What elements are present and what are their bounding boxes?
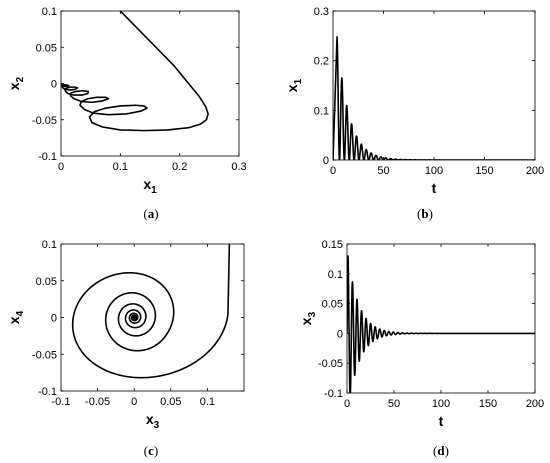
x-tick-label: 100 bbox=[425, 165, 443, 177]
y-tick-label: 0.2 bbox=[314, 56, 329, 68]
panel-caption: (c) bbox=[144, 443, 158, 458]
y-tick-label: -0.1 bbox=[324, 388, 343, 400]
x-tick-label: 0.1 bbox=[113, 161, 128, 173]
x-tick-label: 0 bbox=[330, 165, 336, 177]
series-line bbox=[71, 244, 231, 379]
x-tick-label: 50 bbox=[388, 398, 400, 410]
y-tick-label: 0.1 bbox=[328, 269, 343, 281]
y-tick-label: 0.1 bbox=[42, 239, 57, 251]
x-tick-label: 150 bbox=[479, 398, 497, 410]
y-tick-label: 0.05 bbox=[322, 299, 343, 311]
series-line bbox=[347, 255, 535, 393]
x-tick-label: -0.1 bbox=[52, 396, 71, 408]
x-axis-label: x3 bbox=[146, 411, 160, 431]
panel-d: 0 50 100 150 200 -0.1 -0.05 0 0.05 0.1 0.15 t x3 (d) bbox=[298, 239, 544, 458]
panel-a: 0 0.1 0.2 0.3 -0.1 -0.05 0 0.05 0.1 x1 x2 (a) bbox=[6, 6, 247, 221]
y-axis-label: x4 bbox=[6, 310, 26, 324]
y-tick-label: -0.05 bbox=[32, 349, 57, 361]
y-tick-label: -0.1 bbox=[38, 151, 57, 163]
panel-caption: (d) bbox=[433, 443, 449, 458]
y-axis-label: x2 bbox=[6, 76, 26, 90]
x-tick-label: 200 bbox=[526, 398, 544, 410]
y-tick-label: 0 bbox=[337, 328, 343, 340]
axes-frame bbox=[346, 243, 536, 394]
panel-caption: (a) bbox=[143, 206, 158, 221]
x-tick-label: 150 bbox=[475, 165, 493, 177]
x-tick-label: 0.1 bbox=[200, 396, 215, 408]
y-axis-label: x1 bbox=[284, 78, 304, 92]
panel-caption: (b) bbox=[417, 206, 433, 221]
y-tick-label: 0.05 bbox=[36, 42, 57, 54]
y-tick-label: -0.05 bbox=[318, 358, 343, 370]
y-tick-label: -0.1 bbox=[38, 386, 57, 398]
y-tick-label: -0.05 bbox=[32, 115, 57, 127]
x-tick-label: 200 bbox=[526, 165, 544, 177]
y-tick-label: 0.1 bbox=[314, 105, 329, 117]
panel-c: -0.1 -0.05 0 0.05 0.1 -0.1 -0.05 0 0.05 0.1 x3 x4 (c… bbox=[6, 239, 245, 458]
panel-b: 0 50 100 150 200 0 0.1 0.2 0.3 t x1 (b) bbox=[284, 6, 544, 221]
x-tick-label: 0 bbox=[131, 396, 137, 408]
y-tick-label: 0.1 bbox=[42, 6, 57, 18]
axes-frame bbox=[332, 10, 536, 161]
y-tick-label: 0 bbox=[323, 155, 329, 167]
x-axis-label: t bbox=[432, 180, 437, 196]
y-tick-label: 0.05 bbox=[36, 276, 57, 288]
axes-frame bbox=[60, 10, 240, 157]
x-axis-label: t bbox=[439, 413, 444, 429]
x-tick-label: 0.05 bbox=[160, 396, 181, 408]
y-tick-label: 0.3 bbox=[314, 6, 329, 18]
y-axis-label: x3 bbox=[298, 311, 318, 325]
axes-frame bbox=[60, 243, 245, 392]
x-tick-label: 0.3 bbox=[231, 161, 246, 173]
x-tick-label: 0 bbox=[58, 161, 64, 173]
series-line bbox=[61, 11, 209, 132]
series-line bbox=[333, 36, 535, 160]
x-tick-label: 50 bbox=[377, 165, 389, 177]
x-tick-label: 0.2 bbox=[172, 161, 187, 173]
y-tick-label: 0.15 bbox=[322, 239, 343, 251]
y-tick-label: 0 bbox=[51, 313, 57, 325]
x-tick-label: -0.05 bbox=[85, 396, 110, 408]
x-axis-label: x1 bbox=[143, 176, 157, 196]
y-tick-label: 0 bbox=[51, 79, 57, 91]
x-tick-label: 0 bbox=[344, 398, 350, 410]
x-tick-label: 100 bbox=[432, 398, 450, 410]
